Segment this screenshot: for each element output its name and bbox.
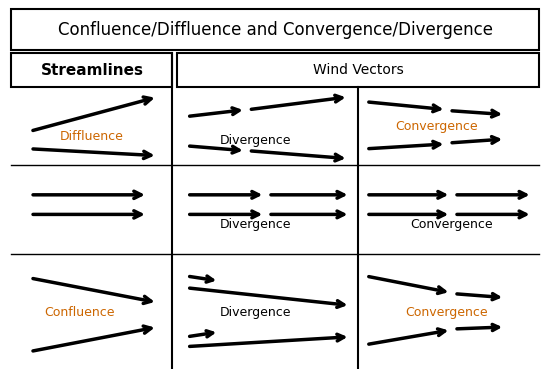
- Bar: [177, 53, 540, 87]
- Text: Divergence: Divergence: [219, 218, 291, 231]
- Bar: [10, 53, 172, 87]
- Text: Wind Vectors: Wind Vectors: [313, 63, 404, 78]
- Text: Convergence: Convergence: [410, 218, 493, 231]
- Text: Divergence: Divergence: [219, 135, 291, 147]
- Bar: [10, 9, 540, 50]
- Text: Divergence: Divergence: [219, 306, 291, 319]
- Text: Confluence/Diffluence and Convergence/Divergence: Confluence/Diffluence and Convergence/Di…: [58, 21, 492, 39]
- Text: Confluence: Confluence: [44, 306, 114, 319]
- Text: Convergence: Convergence: [405, 306, 488, 319]
- Text: Diffluence: Diffluence: [60, 129, 124, 142]
- Text: Convergence: Convergence: [395, 120, 478, 133]
- Text: Streamlines: Streamlines: [40, 63, 144, 78]
